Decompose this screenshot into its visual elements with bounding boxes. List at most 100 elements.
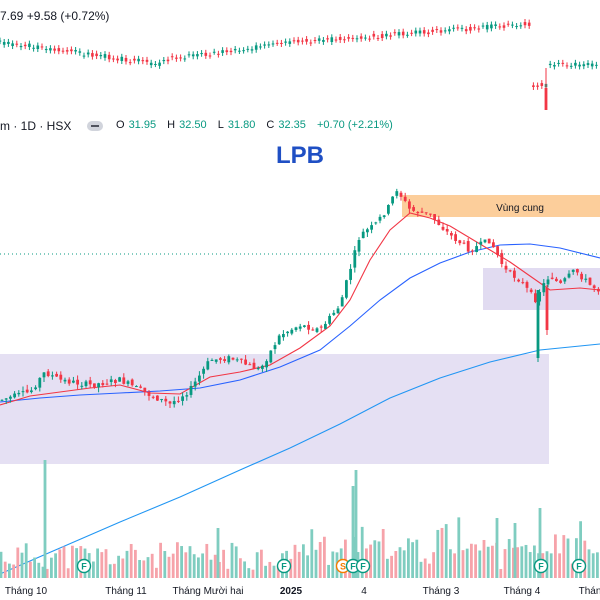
- dividend-marker-icon[interactable]: [76, 558, 92, 574]
- change-value: +0.70 (+2.21%): [316, 119, 393, 131]
- mini-candle-body: [204, 52, 208, 56]
- candle-body: [160, 399, 163, 401]
- dividend-marker-icon[interactable]: [571, 558, 587, 574]
- candle-body: [139, 386, 142, 388]
- candle-body: [571, 269, 575, 272]
- volume-bar: [423, 558, 427, 578]
- candle-body: [471, 250, 474, 252]
- candle-body: [252, 362, 256, 369]
- mini-candle-body: [78, 51, 82, 53]
- candle-body: [521, 282, 525, 284]
- volume-bar: [444, 524, 448, 578]
- volume-bar: [499, 568, 503, 578]
- mini-candle-body: [511, 24, 514, 26]
- volume-bar: [436, 529, 440, 578]
- volume-bar: [495, 518, 499, 578]
- candle-body: [357, 240, 361, 252]
- mini-candle-body: [561, 62, 565, 64]
- candle-body: [46, 371, 50, 377]
- candle-body: [563, 278, 567, 282]
- candle-body: [202, 368, 205, 374]
- candle-body: [550, 277, 554, 279]
- mini-candle-body: [532, 85, 535, 88]
- mini-candle-body: [0, 40, 2, 42]
- mini-candle-body: [565, 65, 569, 67]
- candle-body: [156, 395, 159, 401]
- mini-candle-body: [82, 55, 86, 57]
- mini-candle-body: [431, 29, 434, 32]
- mini-candle-body: [267, 44, 271, 46]
- candle-body: [445, 228, 449, 232]
- mini-candle-body: [44, 48, 48, 51]
- mini-candle-body: [191, 54, 195, 57]
- candle-body: [454, 234, 457, 241]
- volume-bar: [255, 552, 259, 578]
- mini-candle-body: [292, 40, 296, 42]
- mini-candle-body: [406, 34, 409, 36]
- high-value: 32.50: [179, 119, 207, 131]
- candle-body: [513, 270, 516, 278]
- candle-body: [597, 288, 600, 292]
- volume-bar: [12, 564, 15, 578]
- volume-bar: [264, 565, 267, 578]
- mini-candle-body: [578, 64, 581, 67]
- volume-bar: [354, 470, 358, 578]
- candle-body: [177, 400, 180, 402]
- candle-body: [303, 325, 306, 327]
- mini-candle-body: [107, 54, 111, 60]
- candle-body: [340, 297, 344, 307]
- candle-body: [538, 292, 541, 302]
- mini-candle-body: [2, 41, 6, 45]
- candle-body: [525, 282, 529, 288]
- candle-body: [534, 293, 537, 303]
- volume-bar: [482, 539, 486, 578]
- volume-bar: [192, 554, 196, 578]
- candle-body: [529, 289, 533, 292]
- candle-body: [433, 214, 436, 220]
- dividend-marker-icon[interactable]: [533, 558, 549, 574]
- mini-candle-body: [494, 24, 497, 26]
- volume-bar: [113, 563, 116, 578]
- mini-candle-body: [401, 31, 405, 36]
- ma-long-line: [0, 343, 600, 575]
- volume-bar: [549, 553, 553, 578]
- volume-bar: [318, 542, 322, 578]
- x-tick-label: Tháng Mười hai: [172, 586, 243, 597]
- candle-body: [580, 273, 583, 280]
- dividend-marker-icon[interactable]: [355, 558, 371, 574]
- candle-body: [193, 381, 197, 387]
- mini-candle-body: [238, 50, 241, 52]
- volume-bar: [54, 553, 57, 578]
- mini-candle-body: [225, 50, 229, 53]
- mini-candle-body: [183, 58, 187, 60]
- mini-candle-body: [376, 37, 380, 39]
- candle-body: [382, 215, 386, 217]
- mini-candle-body: [128, 62, 132, 64]
- candle-body: [374, 222, 378, 224]
- candle-body: [277, 335, 281, 345]
- mini-candle-body: [359, 36, 363, 39]
- candle-body: [42, 372, 46, 378]
- volume-bar: [503, 549, 507, 578]
- mini-candle-body: [410, 32, 413, 34]
- candle-body: [420, 211, 424, 213]
- mini-candle-body: [259, 46, 262, 48]
- collapse-icon[interactable]: [87, 121, 103, 131]
- candle-body: [504, 265, 508, 270]
- volume-bar: [243, 561, 246, 578]
- x-tick-label: Tháng 3: [423, 586, 460, 597]
- candle-body: [500, 253, 504, 264]
- candle-body: [536, 290, 540, 358]
- candle-body: [395, 191, 399, 196]
- volume-bar: [268, 561, 272, 578]
- mini-candle-body: [208, 55, 212, 57]
- mini-candle-body: [469, 26, 472, 31]
- candle-body: [0, 399, 4, 401]
- volume-bar: [596, 552, 599, 578]
- mini-candle-body: [523, 22, 527, 26]
- mini-candle-body: [229, 50, 233, 53]
- volume-bar: [142, 560, 146, 578]
- volume-bar: [398, 547, 402, 578]
- candle-body: [38, 377, 42, 388]
- dividend-marker-icon[interactable]: [276, 558, 292, 574]
